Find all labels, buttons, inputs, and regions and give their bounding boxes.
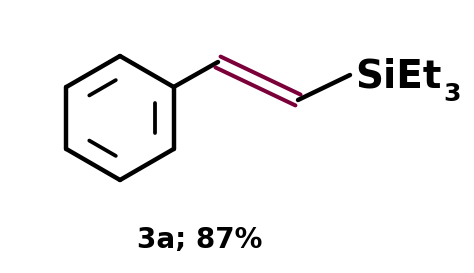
Text: 3: 3 [443, 82, 461, 106]
Text: SiEt: SiEt [355, 58, 441, 96]
Text: 3a; 87%: 3a; 87% [137, 226, 263, 254]
